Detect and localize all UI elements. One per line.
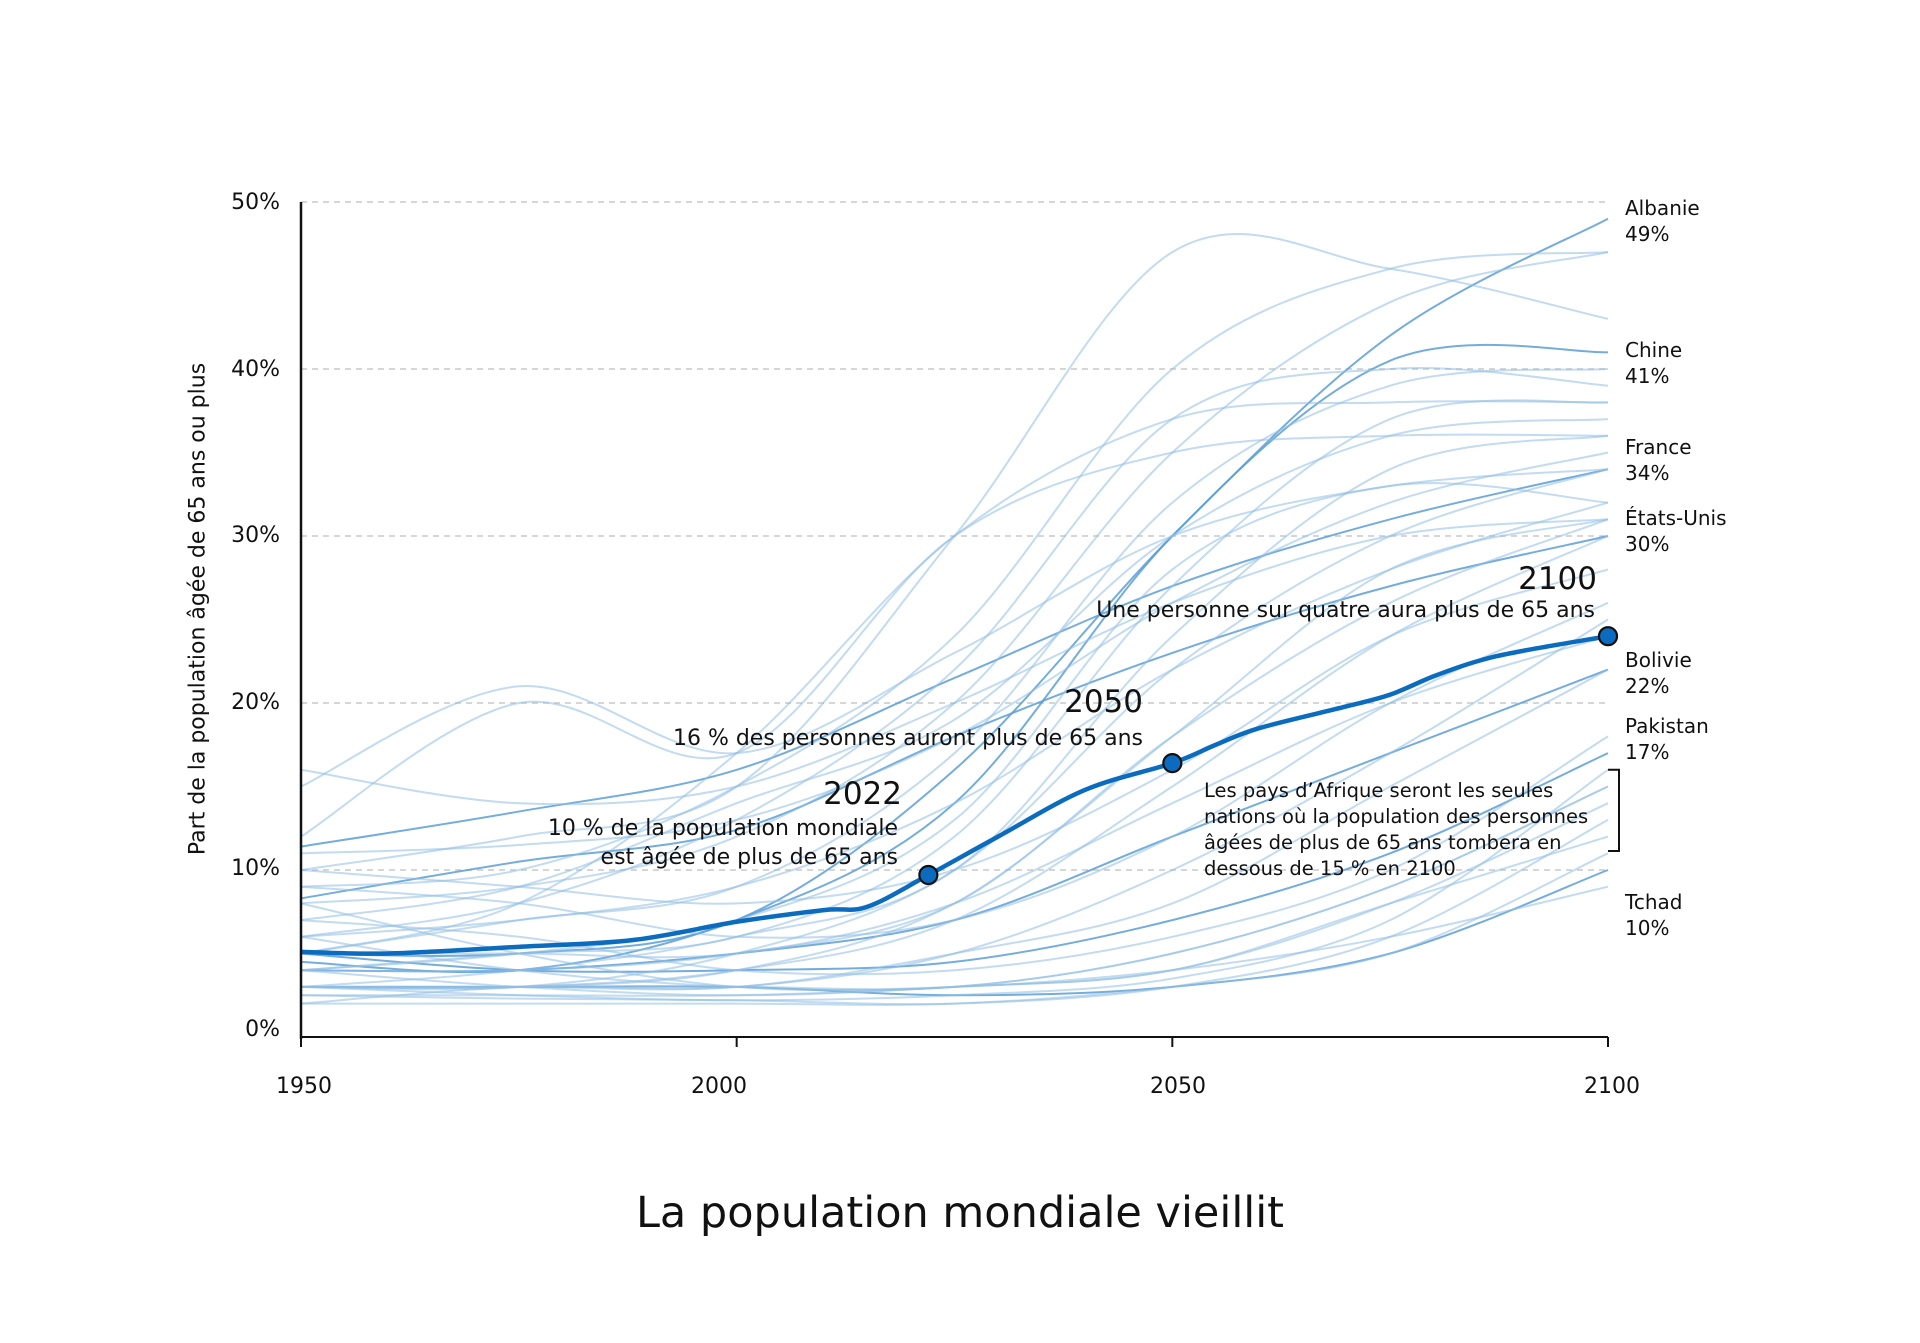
country-lines xyxy=(300,217,1609,1006)
country-line xyxy=(300,501,1609,938)
highlight-point-2050 xyxy=(1162,753,1183,774)
x-tick-label: 2100 xyxy=(1584,1074,1640,1099)
highlight-point-2100 xyxy=(1597,626,1619,647)
label-bolivie: Bolivie 22% xyxy=(1625,648,1692,698)
x-tick-label: 1950 xyxy=(276,1074,332,1099)
label-pakistan: Pakistan 17% xyxy=(1625,714,1709,764)
y-tick-label: 30% xyxy=(231,523,280,548)
annotation-2022-year: 2022 xyxy=(823,776,902,812)
y-tick-label: 10% xyxy=(231,856,280,881)
annotation-2022-line2: est âgée de plus de 65 ans xyxy=(600,845,898,870)
country-line xyxy=(300,367,1609,938)
country-line xyxy=(301,635,1609,959)
label-chine: Chine 41% xyxy=(1625,338,1683,388)
country-line xyxy=(300,451,1609,855)
country-line-france xyxy=(300,468,1609,848)
annotation-2022-line1: 10 % de la population mondiale xyxy=(547,816,898,841)
country-line xyxy=(300,735,1609,976)
country-line xyxy=(300,568,1609,905)
annotation-2050-line1: 16 % des personnes auront plus de 65 ans xyxy=(672,726,1143,751)
country-line xyxy=(300,251,1609,888)
country-line xyxy=(300,433,1609,838)
label-albanie: Albanie 49% xyxy=(1625,196,1700,246)
country-line xyxy=(300,885,1609,992)
y-tick-label: 0% xyxy=(245,1017,280,1042)
world-series-line xyxy=(300,633,1609,956)
y-tick-label: 50% xyxy=(231,190,280,215)
africa-note: Les pays d’Afrique seront les seules nat… xyxy=(1204,779,1589,880)
label-etats-unis: États-Unis 30% xyxy=(1625,506,1727,556)
country-line xyxy=(300,232,1609,871)
africa-bracket xyxy=(1608,768,1620,852)
country-line xyxy=(300,768,1609,1002)
label-france: France 34% xyxy=(1625,435,1692,485)
annotation-2100-year: 2100 xyxy=(1518,561,1597,597)
world-line xyxy=(300,626,1619,956)
annotation-2100-line1: Une personne sur quatre aura plus de 65 … xyxy=(1096,598,1595,623)
y-tick-label: 40% xyxy=(231,357,280,382)
highlight-point-2022 xyxy=(918,864,939,886)
y-axis-label: Part de la population âgée de 65 ans ou … xyxy=(185,362,211,856)
x-tick-label: 2050 xyxy=(1150,1074,1206,1099)
annotation-2050-year: 2050 xyxy=(1064,684,1143,720)
chart-title: La population mondiale vieillit xyxy=(635,1188,1285,1238)
x-tick-label: 2000 xyxy=(691,1074,747,1099)
y-tick-label: 20% xyxy=(231,690,280,715)
axes xyxy=(299,202,1620,1047)
country-line xyxy=(300,251,1609,905)
label-tchad: Tchad 10% xyxy=(1625,890,1683,940)
